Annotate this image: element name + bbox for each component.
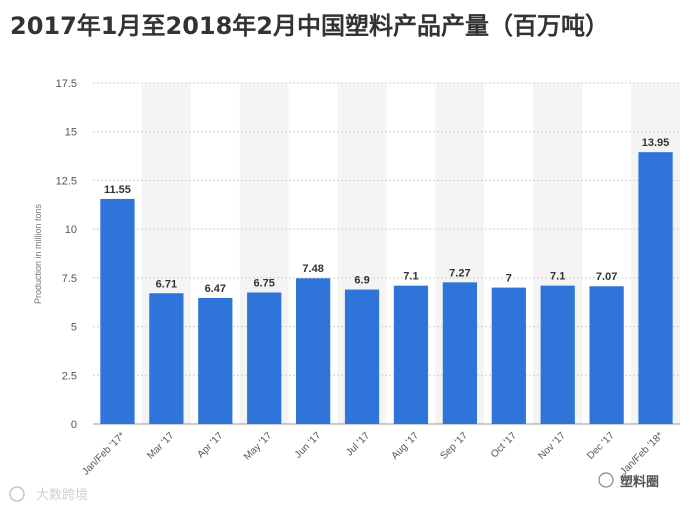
- x-tick-label: Mar '17: [145, 430, 176, 461]
- y-axis-label: Production in million tons: [33, 203, 43, 304]
- data-label: 7.48: [302, 263, 323, 275]
- data-label: 6.75: [253, 277, 274, 289]
- y-tick-label: 5: [71, 322, 77, 334]
- bar: [198, 297, 233, 424]
- data-labels: 11.55 6.71 6.47 6.75 7.48 6.9 7.1 7.27 7 7.1 7.07 1…: [104, 137, 669, 295]
- bar: [149, 293, 184, 424]
- x-tick-label: May '17: [242, 430, 275, 463]
- bars: [100, 152, 673, 424]
- data-label: 7.07: [596, 271, 617, 283]
- y-axis-ticks: 0 2.5 5 7.5 10 12.5 15 17.5: [56, 78, 77, 431]
- data-label: 13.95: [642, 137, 670, 149]
- y-tick-label: 10: [65, 224, 77, 236]
- data-label: 6.9: [354, 275, 369, 287]
- x-tick-label: Jul '17: [344, 430, 372, 458]
- data-label: 7.27: [449, 267, 470, 279]
- data-label: 7: [506, 273, 512, 285]
- bar: [344, 289, 380, 424]
- watermark-left-text: 大数跨境: [36, 488, 88, 503]
- bar: [589, 286, 624, 424]
- x-axis-ticks: Jan/Feb '17* Mar '17 Apr '17 May '17 Jun '17…: [80, 430, 665, 478]
- bar: [491, 287, 526, 424]
- y-tick-label: 15: [65, 127, 77, 139]
- bar: [247, 292, 282, 424]
- wechat-icon: [598, 472, 614, 488]
- y-tick-label: 0: [71, 419, 77, 431]
- watermark-right: 塑料圈: [598, 472, 659, 490]
- y-tick-label: 17.5: [56, 78, 77, 90]
- x-tick-label: Nov '17: [536, 430, 568, 462]
- x-tick-label: Jan/Feb '18*: [618, 430, 665, 477]
- data-label: 11.55: [104, 184, 131, 196]
- cc-icon: [9, 486, 25, 502]
- bar: [100, 198, 135, 424]
- bar: [540, 285, 575, 424]
- watermark-right-text: 塑料圈: [620, 474, 659, 490]
- gridlines: [93, 82, 680, 425]
- y-tick-label: 7.5: [62, 273, 77, 285]
- y-tick-label: 12.5: [56, 175, 77, 187]
- data-label: 6.71: [156, 278, 177, 290]
- watermark-left: 大数跨境: [9, 486, 88, 503]
- page-title: 2017年1月至2018年2月中国塑料产品产量（百万吨）: [10, 12, 609, 40]
- x-tick-label: Aug '17: [390, 430, 422, 462]
- data-label: 6.47: [205, 283, 226, 295]
- x-tick-label: Oct '17: [489, 430, 519, 460]
- x-tick-label: Apr '17: [195, 430, 225, 460]
- data-label: 7.1: [403, 271, 418, 283]
- bar: [442, 282, 477, 424]
- y-tick-label: 2.5: [62, 370, 77, 382]
- bar: [296, 278, 331, 424]
- data-label: 7.1: [550, 271, 565, 283]
- bar: [393, 285, 429, 424]
- bar: [638, 152, 673, 424]
- x-tick-label: Jan/Feb '17*: [80, 430, 127, 477]
- x-tick-label: Dec '17: [585, 430, 617, 462]
- x-tick-label: Sep '17: [438, 430, 470, 462]
- x-tick-label: Jun '17: [293, 430, 324, 461]
